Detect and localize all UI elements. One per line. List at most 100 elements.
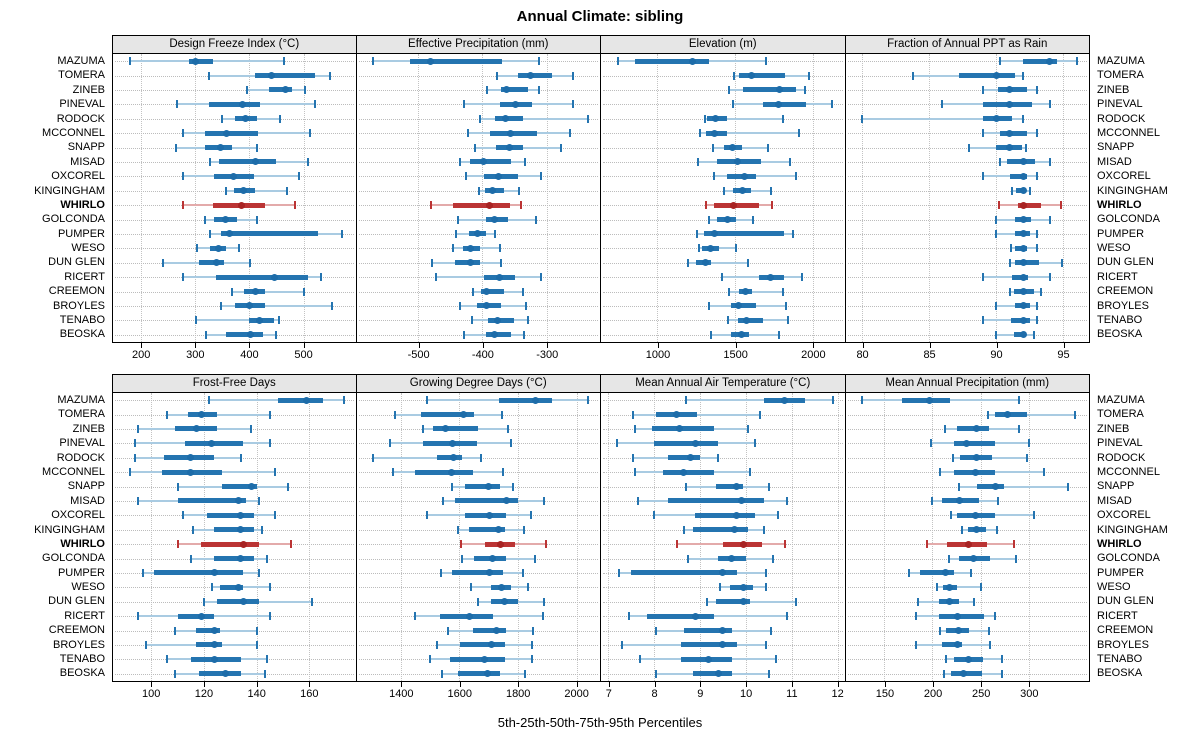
whisker-cap-left: [684, 482, 687, 491]
whisker-cap-left: [173, 626, 176, 635]
median-dot: [781, 396, 789, 404]
median-dot: [511, 100, 519, 108]
station-row: [113, 451, 356, 465]
whisker-cap-left: [727, 287, 730, 296]
median-dot: [1019, 187, 1027, 195]
station-row: [846, 140, 1090, 154]
whisker-cap-left: [682, 525, 685, 534]
x-axis: 1000 1500 2000: [602, 343, 845, 367]
iqr-25-75-bar: [646, 613, 714, 619]
median-dot: [215, 244, 223, 252]
station-label: GOLCONDA: [42, 552, 105, 565]
whisker-cap-left: [175, 100, 178, 109]
median-dot: [739, 540, 747, 548]
station-row: [113, 284, 356, 298]
percentile-5-95-whisker: [220, 304, 332, 307]
whisker-cap-right: [249, 258, 252, 267]
axis-tick-label: 1800: [505, 688, 531, 700]
row-gridline: [603, 104, 843, 106]
station-row: [357, 313, 601, 327]
panel-header: Design Freeze Index (°C): [113, 36, 356, 54]
station-row: [113, 212, 356, 226]
station-row: [846, 508, 1090, 522]
station-row: [357, 667, 601, 681]
whisker-cap-left: [431, 258, 434, 267]
iqr-25-75-bar: [501, 87, 529, 93]
iqr-25-75-bar: [459, 642, 505, 648]
whisker-cap-right: [979, 583, 982, 592]
whisker-cap-right: [1035, 244, 1038, 253]
whisker-cap-left: [915, 640, 918, 649]
median-dot: [680, 468, 688, 476]
median-dot: [973, 526, 981, 534]
whisker-cap-right: [970, 568, 973, 577]
whisker-cap-left: [182, 201, 185, 210]
station-label: TOMERA: [1097, 69, 1144, 82]
whisker-cap-right: [283, 57, 286, 66]
iqr-25-75-bar: [219, 584, 244, 590]
median-dot: [488, 555, 496, 563]
left-station-labels-top: MAZUMA TOMERA ZINEB PINEVAL RODOCK MCCONNEL SN…: [0, 35, 112, 367]
vertical-gridline: [735, 54, 737, 342]
iqr-25-75-bar: [667, 455, 700, 461]
panel: Frost-Free Days 100 120 140 160: [112, 374, 357, 706]
station-label: RODOCK: [1097, 112, 1146, 125]
median-dot: [738, 187, 746, 195]
whisker-cap-left: [463, 100, 466, 109]
station-row: [113, 494, 356, 508]
median-dot: [969, 555, 977, 563]
median-dot: [688, 57, 696, 65]
median-dot: [216, 144, 224, 152]
median-dot: [714, 670, 722, 678]
percentile-5-95-whisker: [982, 319, 1037, 322]
station-row: [113, 479, 356, 493]
station-row: [601, 112, 845, 126]
station-row: [846, 270, 1090, 284]
whisker-cap-right: [783, 540, 786, 549]
axis-tick-label: 100: [142, 688, 161, 700]
median-dot: [192, 425, 200, 433]
whisker-cap-left: [176, 540, 179, 549]
iqr-25-75-bar: [683, 628, 732, 634]
whisker-cap-right: [758, 410, 761, 419]
station-label: DUN GLEN: [48, 256, 105, 269]
row-gridline: [847, 147, 1087, 149]
axis-tick: [933, 682, 935, 687]
station-label: MISAD: [70, 155, 105, 168]
row-gridline: [847, 133, 1087, 135]
iqr-25-75-bar: [449, 656, 505, 662]
station-row: [601, 212, 845, 226]
panel-header: Fraction of Annual PPT as Rain: [845, 36, 1089, 54]
station-label: SNAPP: [1097, 480, 1135, 493]
whisker-cap-right: [795, 172, 798, 181]
whisker-cap-right: [1022, 71, 1025, 80]
iqr-25-75-bar: [454, 498, 518, 504]
percentile-5-95-whisker: [958, 485, 1068, 488]
whisker-cap-left: [684, 396, 687, 405]
panel-header: Growing Degree Days (°C): [356, 375, 600, 393]
whisker-cap-right: [987, 626, 990, 635]
station-label: GOLCONDA: [42, 213, 105, 226]
median-dot: [738, 331, 746, 339]
row-gridline: [847, 277, 1087, 279]
whisker-cap-left: [425, 511, 428, 520]
whisker-cap-left: [632, 453, 635, 462]
station-row: [357, 256, 601, 270]
vertical-gridline: [303, 54, 305, 342]
iqr-25-75-bar: [199, 260, 224, 266]
whisker-cap-right: [735, 244, 738, 253]
bottom-panel-row: MAZUMA TOMERA ZINEB PINEVAL RODOCK MCCONNEL SN…: [0, 374, 1200, 706]
median-dot: [503, 86, 511, 94]
median-dot: [191, 57, 199, 65]
percentile-5-95-whisker: [225, 189, 287, 192]
iqr-25-75-bar: [737, 317, 763, 323]
whisker-cap-left: [957, 482, 960, 491]
whisker-cap-left: [995, 301, 998, 310]
station-row: [357, 299, 601, 313]
whisker-cap-left: [696, 157, 699, 166]
whisker-cap-left: [144, 640, 147, 649]
station-row: [113, 184, 356, 198]
station-row: [846, 566, 1090, 580]
whisker-cap-right: [268, 439, 271, 448]
median-dot: [210, 655, 218, 663]
